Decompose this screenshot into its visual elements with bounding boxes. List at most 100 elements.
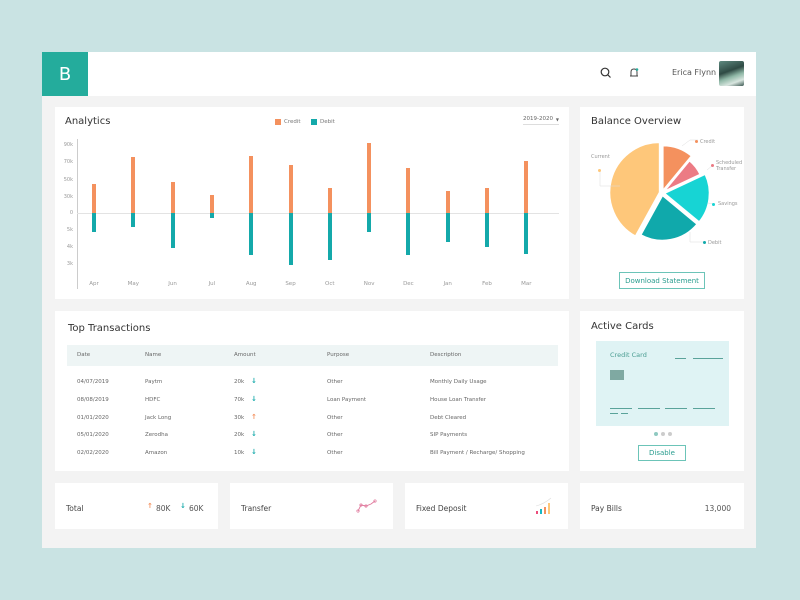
debit-bar[interactable]: [524, 213, 529, 254]
debit-bar[interactable]: [131, 213, 136, 227]
pay-bills-stat-card[interactable]: Pay Bills 13,000: [580, 483, 744, 529]
search-icon[interactable]: [599, 66, 613, 80]
card-number-line: [693, 408, 715, 410]
credit-bar[interactable]: [485, 187, 489, 213]
debit-bar[interactable]: [288, 213, 293, 265]
dashboard-app: B Erica Flynn Analytics Credit Debit 201…: [42, 52, 756, 548]
col-purpose[interactable]: Purpose: [327, 352, 350, 358]
arrow-up-icon: ↑: [147, 502, 153, 510]
cell-description: Bill Payment / Recharge/ Shopping: [430, 450, 525, 457]
cell-amount: 10k: [234, 450, 245, 457]
pager-dot[interactable]: [668, 432, 672, 436]
credit-bar[interactable]: [209, 194, 214, 213]
legend-credit[interactable]: Credit: [275, 119, 301, 125]
credit-bar[interactable]: [406, 167, 411, 213]
y-tick: 4k: [66, 244, 73, 250]
debit-dot: [703, 241, 706, 244]
download-statement-button[interactable]: Download Statement: [619, 272, 705, 289]
cell-purpose: Other: [327, 414, 343, 421]
legend-debit[interactable]: Debit: [311, 119, 335, 125]
debit-bar[interactable]: [92, 213, 96, 232]
debit-bar[interactable]: [170, 213, 175, 248]
table-row[interactable]: 05/01/2020 Zerodha 20k Other SIP Payments ↓: [55, 430, 569, 442]
card-line: [675, 358, 686, 360]
pie-slice-savings[interactable]: [663, 173, 711, 224]
pager-dot[interactable]: [661, 432, 665, 436]
credit-bar[interactable]: [367, 143, 372, 213]
brand-logo[interactable]: B: [42, 52, 88, 96]
col-name[interactable]: Name: [145, 352, 162, 358]
table-row[interactable]: 08/08/2019 HDFC 70k Loan Payment House Loan …: [55, 395, 569, 407]
debit-bar[interactable]: [327, 213, 332, 260]
user-name[interactable]: Erica Flynn: [672, 68, 717, 77]
cell-date: 04/07/2019: [77, 379, 109, 385]
credit-bar[interactable]: [131, 157, 136, 213]
credit-swatch: [275, 119, 281, 125]
card-number-line: [638, 408, 660, 410]
year-select-value: 2019-2020: [523, 116, 553, 122]
balance-overview-card: Balance Overview Credit Scheduled Transfe…: [580, 107, 744, 299]
credit-bar[interactable]: [92, 184, 96, 213]
debit-bar[interactable]: [367, 213, 372, 232]
card-number-line: [610, 413, 618, 415]
top-transactions-card: Top Transactions Date Name Amount Purpos…: [55, 311, 569, 471]
x-tick: Aug: [245, 281, 257, 287]
table-header: Date Name Amount Purpose Description: [67, 345, 558, 366]
bell-icon[interactable]: [627, 66, 641, 80]
x-tick: Dec: [403, 281, 414, 287]
cell-description: Monthly Daily Usage: [430, 379, 487, 385]
pager-dot[interactable]: [654, 432, 658, 436]
cell-date: 01/01/2020: [77, 414, 109, 421]
x-tick: Jan: [443, 281, 452, 287]
cell-purpose: Other: [327, 432, 343, 439]
credit-bar[interactable]: [249, 155, 254, 213]
credit-bar[interactable]: [288, 165, 293, 213]
pie-slice-credit[interactable]: [662, 144, 693, 193]
card-number-line: [665, 408, 687, 410]
total-debit-value: 60K: [189, 504, 204, 513]
debit-bar[interactable]: [249, 213, 254, 255]
y-tick: 50k: [63, 177, 73, 183]
credit-bar[interactable]: [170, 181, 175, 213]
cell-date: 05/01/2020: [77, 432, 109, 439]
col-amount[interactable]: Amount: [234, 352, 256, 358]
col-date[interactable]: Date: [77, 352, 91, 358]
pie-label-scheduled-line2: Transfer: [716, 166, 737, 172]
credit-bar[interactable]: [327, 188, 332, 213]
x-tick: May: [127, 281, 139, 287]
credit-card[interactable]: Credit Card: [596, 341, 729, 426]
debit-bar[interactable]: [445, 213, 450, 242]
table-row[interactable]: 01/01/2020 Jack Long 30k Other Debt Cleared ↑: [55, 412, 569, 425]
debit-bar[interactable]: [209, 213, 214, 218]
pie-label-savings: Savings: [718, 201, 738, 207]
analytics-card: Analytics Credit Debit 2019-2020 ▼ 90k 7…: [55, 107, 569, 299]
debit-bar[interactable]: [485, 213, 489, 247]
fixed-deposit-label: Fixed Deposit: [416, 504, 467, 513]
x-tick: Mar: [521, 281, 532, 287]
pie-slice-scheduled-transfer[interactable]: [663, 159, 702, 193]
cell-description: SIP Payments: [430, 432, 468, 439]
credit-bar[interactable]: [445, 190, 450, 213]
col-description[interactable]: Description: [430, 352, 462, 358]
avatar[interactable]: [719, 61, 744, 86]
y-axis: [77, 139, 78, 289]
pie-label-scheduled-line1: Scheduled: [716, 160, 743, 166]
caret-down-icon: ▼: [555, 117, 559, 122]
pie-slice-debit[interactable]: [639, 194, 699, 242]
y-tick: 70k: [63, 159, 73, 165]
disable-card-button[interactable]: Disable: [638, 445, 686, 461]
pie-slice-current[interactable]: [610, 141, 661, 238]
credit-bar[interactable]: [524, 160, 529, 213]
debit-swatch: [311, 119, 317, 125]
credit-card-label: Credit Card: [610, 351, 647, 359]
debit-bar[interactable]: [406, 213, 411, 255]
transfer-stat-card[interactable]: Transfer: [230, 483, 393, 529]
savings-dot: [712, 203, 715, 206]
arrow-up-icon: ↑: [251, 412, 257, 421]
table-row[interactable]: 02/02/2020 Amazon 10k Other Bill Payment / R…: [55, 448, 569, 460]
pie-label-scheduled-transfer: Scheduled Transfer: [716, 160, 742, 172]
year-select[interactable]: 2019-2020 ▼: [523, 116, 559, 125]
total-stat-card[interactable]: Total ↑ 80K ↓ 60K: [55, 483, 218, 529]
fixed-deposit-stat-card[interactable]: Fixed Deposit: [405, 483, 568, 529]
table-row[interactable]: 04/07/2019 Paytm 20k Other Monthly Daily Usa…: [55, 377, 569, 389]
